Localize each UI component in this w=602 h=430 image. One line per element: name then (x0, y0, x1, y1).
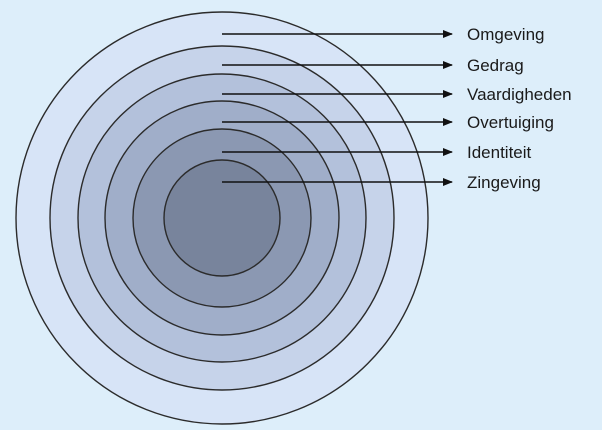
label-gedrag: Gedrag (467, 56, 524, 75)
label-identiteit: Identiteit (467, 143, 532, 162)
label-vaardigheden: Vaardigheden (467, 85, 572, 104)
label-overtuiging: Overtuiging (467, 113, 554, 132)
rings-group (15, 11, 429, 425)
label-omgeving: Omgeving (467, 25, 544, 44)
label-zingeving: Zingeving (467, 173, 541, 192)
labels-group: Omgeving Gedrag Vaardigheden Overtuiging Ide… (467, 25, 572, 192)
ring-zingeving (163, 159, 281, 277)
arrows-group (222, 30, 453, 186)
